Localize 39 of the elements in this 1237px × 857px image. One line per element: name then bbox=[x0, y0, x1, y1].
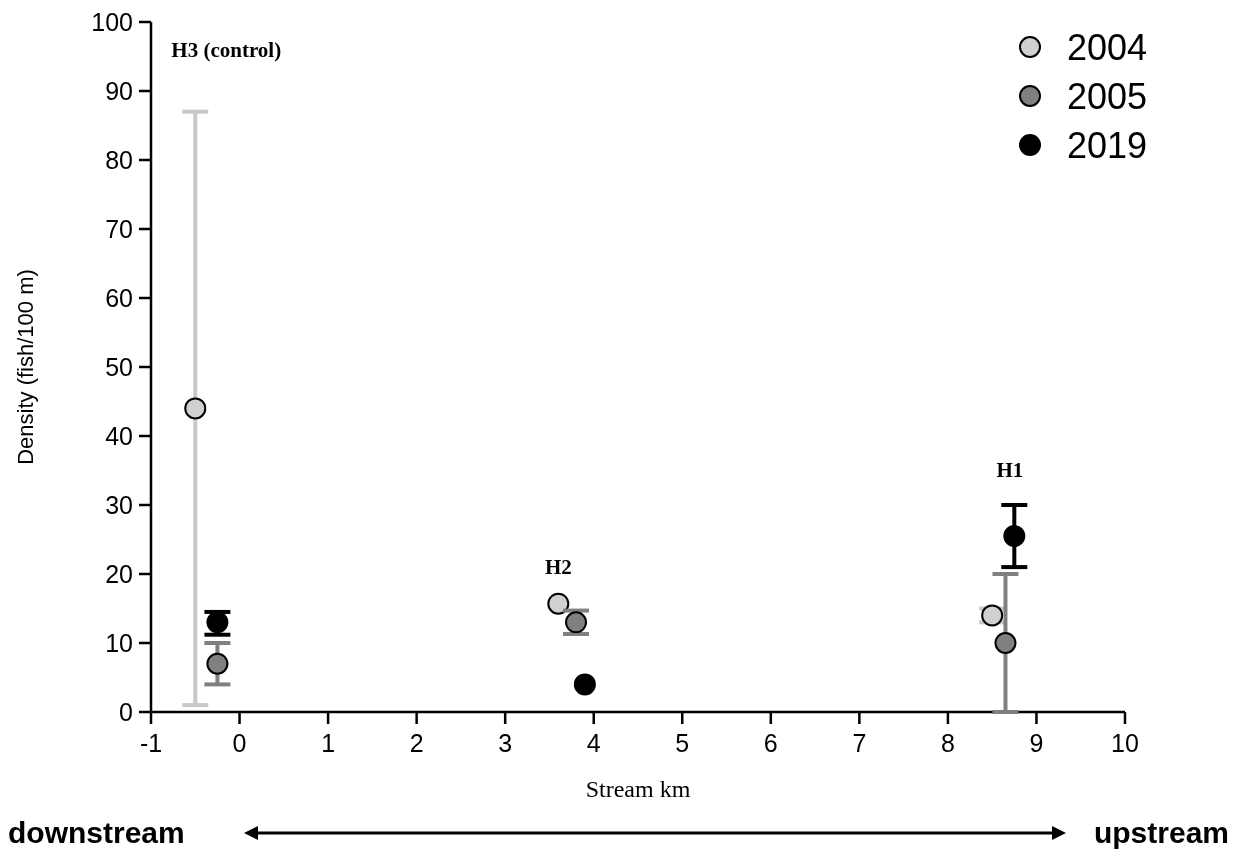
y-tick-label: 10 bbox=[105, 629, 133, 657]
point bbox=[184, 397, 207, 420]
annotation: H2 bbox=[544, 555, 572, 579]
y-tick-label: 70 bbox=[105, 215, 133, 243]
annotation: H1 bbox=[996, 458, 1024, 483]
x-tick-label: 2 bbox=[409, 729, 424, 757]
x-tick-label: 3 bbox=[498, 729, 513, 757]
y-tick-label: 90 bbox=[105, 77, 133, 105]
point bbox=[573, 673, 596, 696]
legend-label: 2004 bbox=[1067, 27, 1148, 68]
x-tick-label: 10 bbox=[1111, 729, 1139, 757]
legend-label: 2005 bbox=[1067, 76, 1148, 117]
y-tick-label: 100 bbox=[91, 8, 133, 36]
x-tick-label: 6 bbox=[763, 729, 778, 757]
legend-label: 2019 bbox=[1067, 125, 1148, 166]
x-tick-label: 4 bbox=[586, 729, 601, 757]
y-tick-label: 30 bbox=[105, 491, 133, 519]
point bbox=[994, 632, 1017, 654]
y-tick-label: 60 bbox=[105, 284, 133, 312]
y-tick-label: 80 bbox=[105, 146, 133, 174]
y-axis-title: Density (fish/100 m) bbox=[13, 269, 38, 465]
x-tick-label: 7 bbox=[852, 729, 867, 757]
text: downstream bbox=[8, 816, 185, 849]
x-tick-label: 8 bbox=[940, 729, 955, 757]
y-tick-label: 40 bbox=[105, 422, 133, 450]
annotation: H3 (control) bbox=[171, 37, 282, 62]
y-tick-label: 50 bbox=[105, 353, 133, 381]
x-tick-label: -1 bbox=[139, 729, 163, 757]
text: upstream bbox=[1093, 816, 1229, 849]
point bbox=[547, 592, 570, 615]
x-tick-label: 9 bbox=[1029, 729, 1044, 757]
y-tick-label: 0 bbox=[119, 698, 133, 726]
x-tick-label: 5 bbox=[675, 729, 690, 757]
y-tick-label: 20 bbox=[105, 560, 133, 588]
x-tick-label: 0 bbox=[232, 729, 247, 757]
x-axis-title: Stream km bbox=[585, 776, 691, 802]
point bbox=[1003, 525, 1026, 548]
x-tick-label: 1 bbox=[321, 729, 336, 757]
point bbox=[206, 652, 229, 675]
